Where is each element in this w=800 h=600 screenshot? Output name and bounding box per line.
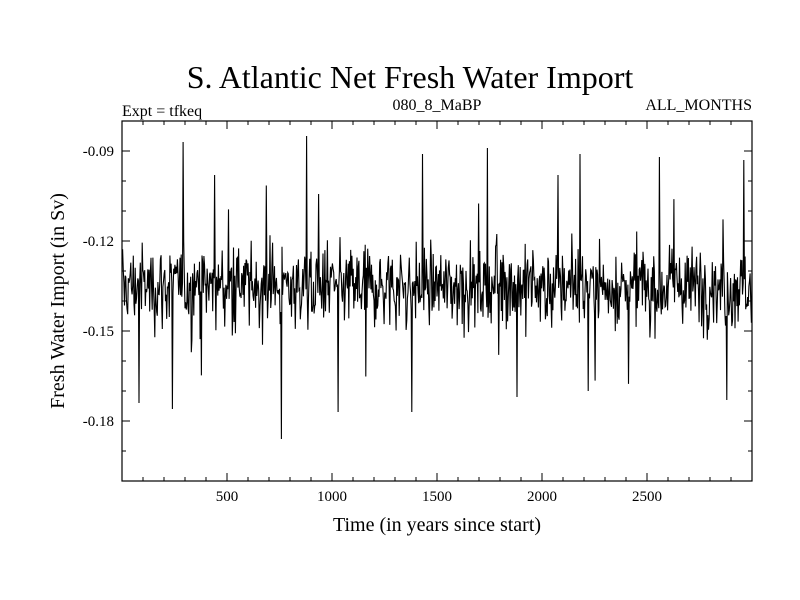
series-line — [121, 135, 753, 440]
y-tick-label: -0.15 — [83, 324, 114, 340]
chart-title: S. Atlantic Net Fresh Water Import — [187, 59, 634, 95]
x-tick-label: 2000 — [527, 489, 557, 505]
x-axis-label: Time (in years since start) — [333, 514, 541, 536]
y-axis-label: Fresh Water Import (in Sv) — [47, 193, 69, 409]
subtitle-right: ALL_MONTHS — [645, 97, 752, 114]
x-tick-label: 1500 — [422, 489, 452, 505]
subtitle-left: Expt = tfkeq — [122, 103, 202, 120]
subtitle-center: 080_8_MaBP — [393, 97, 482, 114]
y-axis: -0.09 -0.12 -0.15 -0.18 — [83, 120, 752, 482]
y-tick-label: -0.12 — [83, 234, 114, 250]
y-tick-label: -0.18 — [83, 414, 114, 430]
data-layer — [121, 135, 753, 440]
x-tick-label: 2500 — [632, 489, 662, 505]
x-axis: 500 1000 1500 2000 2500 — [142, 121, 732, 505]
x-tick-label: 500 — [216, 489, 239, 505]
x-tick-label: 1000 — [317, 489, 347, 505]
y-tick-label: -0.09 — [83, 144, 114, 160]
